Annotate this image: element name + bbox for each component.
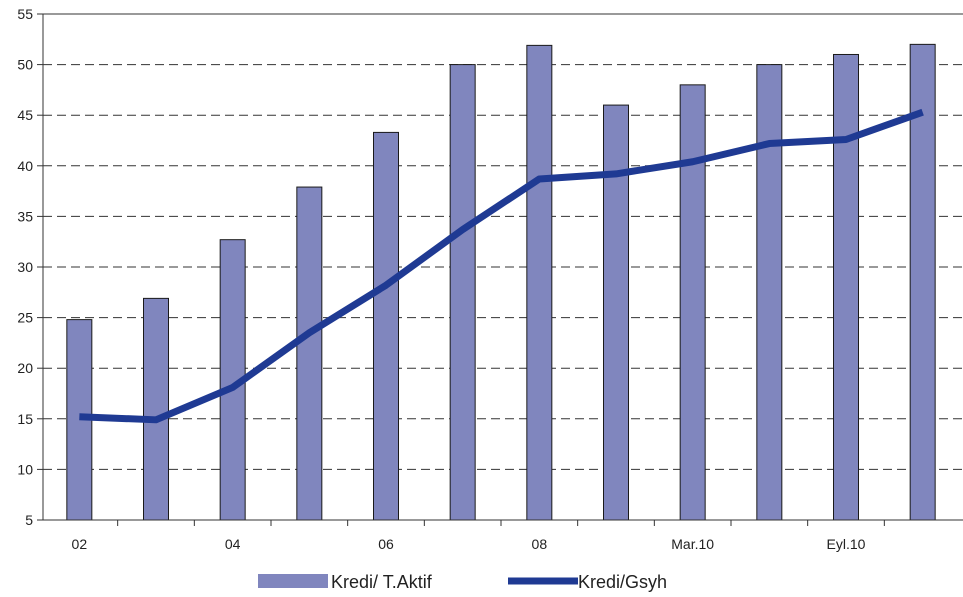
y-tick-label: 55	[17, 6, 33, 22]
bar	[833, 53, 859, 521]
x-tick-label: 06	[378, 536, 394, 552]
x-tick-label: 02	[72, 536, 88, 552]
y-tick-label: 15	[17, 411, 33, 427]
legend-label-kredi-gsyh: Kredi/Gsyh	[578, 572, 667, 592]
y-tick-labels: 5 10 15 20 25 30 35 40 45 50 55	[17, 6, 33, 528]
x-tick-labels: 02 04 06 08 Mar.10 Eyl.10	[72, 536, 866, 552]
bar	[373, 131, 399, 521]
axes	[37, 13, 963, 526]
y-tick-label: 25	[17, 310, 33, 326]
bar	[143, 297, 169, 521]
y-tick-label: 5	[25, 512, 33, 528]
y-tick-label: 10	[17, 461, 33, 477]
bar	[756, 64, 783, 521]
bar	[449, 64, 476, 521]
y-tick-label: 40	[17, 158, 33, 174]
grid-lines	[43, 13, 963, 470]
bar-series	[66, 43, 936, 521]
bar	[603, 104, 629, 521]
x-tick-label: 08	[532, 536, 548, 552]
legend-swatch-kredi-t-aktif	[258, 574, 328, 588]
bar	[526, 44, 553, 521]
y-tick-label: 50	[17, 57, 33, 73]
bar	[679, 84, 706, 521]
y-tick-label: 20	[17, 360, 33, 376]
x-tick-label: Mar.10	[671, 536, 714, 552]
legend-label-kredi-t-aktif: Kredi/ T.Aktif	[331, 572, 433, 592]
bar	[296, 186, 323, 521]
x-tick-label: 04	[225, 536, 241, 552]
x-tick-label: Eyl.10	[827, 536, 866, 552]
legend: Kredi/ T.Aktif Kredi/Gsyh	[258, 572, 667, 592]
series-line-kredi-gsyh	[79, 108, 924, 424]
y-tick-label: 35	[17, 208, 33, 224]
y-tick-label: 45	[17, 107, 33, 123]
y-tick-label: 30	[17, 259, 33, 275]
line-series	[79, 108, 924, 424]
